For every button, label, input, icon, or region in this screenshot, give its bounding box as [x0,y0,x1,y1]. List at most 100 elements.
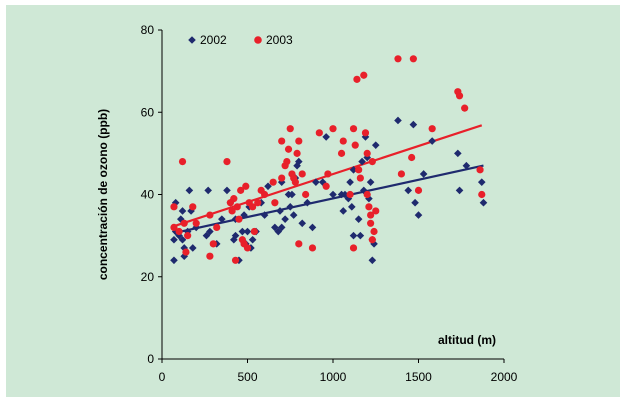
data-point-2003 [291,178,299,186]
data-point-2003 [206,211,214,219]
x-axis-title: altitud (m) [438,333,496,347]
data-point-2002 [339,207,348,215]
data-point-2002 [354,215,363,223]
legend-label-2003: 2003 [266,33,293,47]
data-point-2002 [344,194,353,203]
data-point-2003 [349,125,358,133]
data-point-2002 [170,256,178,265]
data-point-2002 [248,235,257,244]
data-point-2003 [189,203,197,211]
data-point-2003 [408,153,416,162]
data-point-2003 [233,203,241,211]
data-point-2002 [180,252,189,260]
data-point-2003 [261,190,269,199]
trend-line-2002 [173,164,484,235]
data-point-2003 [394,55,402,63]
data-point-2002 [365,194,373,203]
data-point-2002 [349,166,358,174]
data-point-2003 [353,75,361,83]
data-point-2002 [187,207,195,215]
x-tick-label: 500 [237,370,257,384]
data-point-2003 [230,195,238,203]
data-point-2003 [206,252,214,260]
data-point-2002 [204,186,212,195]
data-point-2002 [293,161,301,170]
data-point-2003 [184,232,192,240]
data-point-2003 [428,125,436,133]
data-point-2002 [295,157,303,166]
data-point-2002 [419,170,428,178]
data-point-2003 [228,207,236,215]
data-point-2002 [308,223,317,232]
data-point-2002 [260,211,269,219]
data-point-2002 [288,190,296,199]
data-point-2002 [394,116,402,125]
data-point-2003 [180,219,188,227]
data-point-2003 [237,186,245,194]
data-point-2002 [277,223,286,232]
data-point-2003 [346,190,354,199]
data-point-2002 [289,211,298,219]
data-point-2002 [185,186,194,195]
data-point-2002 [230,235,238,244]
data-point-2002 [281,215,289,223]
data-point-2003 [178,158,187,166]
data-point-2003 [349,244,358,252]
y-tick-label: 0 [147,352,154,366]
data-point-2003 [284,145,293,153]
legend-label-2002: 2002 [200,33,227,47]
data-point-2002 [312,178,320,186]
data-point-2003 [254,199,262,207]
data-point-2002 [455,186,464,195]
data-point-2002 [180,244,189,252]
data-point-2003 [367,219,375,227]
data-point-2003 [278,174,286,182]
data-point-2003 [324,170,332,178]
data-point-2003 [461,104,469,112]
x-tick-label: 1500 [405,370,432,384]
data-point-2002 [371,141,380,149]
legend-marker-2003 [254,36,262,44]
data-point-2002 [298,219,307,228]
data-point-2003 [242,182,250,190]
data-point-2002 [192,223,200,232]
data-point-2002 [370,240,378,248]
data-point-2002 [349,231,358,240]
data-point-2002 [404,186,413,195]
data-point-2002 [178,207,187,215]
data-point-2003 [361,129,370,137]
data-point-2002 [356,231,365,240]
data-point-2003 [368,158,376,166]
data-point-2002 [238,227,247,236]
data-point-2002 [414,211,423,219]
data-point-2002 [363,153,371,162]
data-point-2003 [476,166,484,174]
data-point-2002 [462,161,471,170]
data-point-2003 [339,137,347,145]
data-point-2002 [170,235,178,244]
chart-panel: 0 20 40 60 80 0 500 1000 1500 2000 2002 2003 alti… [6,5,620,397]
data-point-2003 [302,190,310,199]
data-point-2003 [295,137,303,145]
data-point-2003 [170,203,178,211]
data-point-2003 [295,240,303,248]
data-point-2002 [477,178,486,186]
data-point-2003 [293,149,301,157]
data-point-2003 [370,227,378,236]
data-point-2003 [360,71,368,79]
data-point-2002 [183,227,192,236]
data-point-2002 [361,133,370,141]
data-point-2002 [271,223,279,232]
data-point-2002 [428,137,436,145]
data-point-2003 [283,158,291,166]
x-tick-label: 0 [159,370,166,384]
data-point-2003 [170,223,178,231]
data-point-2003 [365,203,373,211]
data-point-2003 [455,92,464,100]
data-point-2002 [368,256,377,265]
data-point-2002 [277,178,286,186]
x-tick-label: 2000 [491,370,518,384]
data-point-2003 [278,137,286,145]
data-point-2002 [286,203,295,211]
data-point-2002 [348,203,356,211]
